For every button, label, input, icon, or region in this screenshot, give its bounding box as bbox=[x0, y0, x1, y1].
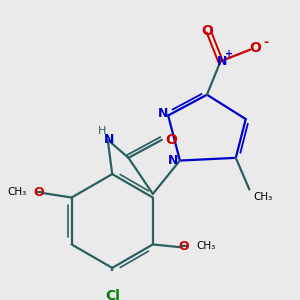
Text: O: O bbox=[34, 186, 44, 199]
Text: N: N bbox=[217, 55, 227, 68]
Text: Cl: Cl bbox=[105, 289, 120, 300]
Text: O: O bbox=[201, 24, 213, 38]
Text: H: H bbox=[98, 126, 106, 136]
Text: -: - bbox=[263, 36, 268, 49]
Text: +: + bbox=[225, 49, 234, 59]
Text: O: O bbox=[178, 240, 189, 253]
Text: N: N bbox=[104, 133, 115, 146]
Text: CH₃: CH₃ bbox=[196, 241, 215, 251]
Text: N: N bbox=[158, 107, 168, 120]
Text: CH₃: CH₃ bbox=[253, 192, 272, 202]
Text: O: O bbox=[165, 133, 177, 147]
Text: O: O bbox=[249, 41, 261, 55]
Text: N: N bbox=[167, 154, 178, 167]
Text: CH₃: CH₃ bbox=[7, 187, 26, 197]
